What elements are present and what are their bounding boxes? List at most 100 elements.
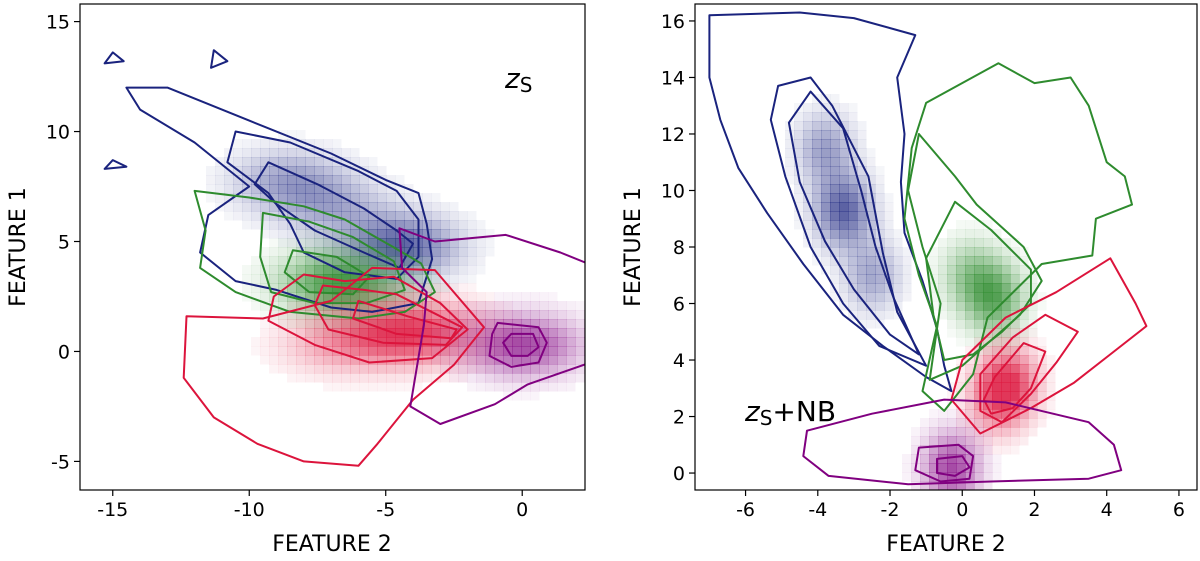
density-cell	[377, 373, 387, 383]
density-cell	[875, 292, 885, 302]
density-cell	[965, 382, 975, 392]
density-cell	[269, 175, 279, 185]
density-cell	[377, 319, 387, 329]
density-cell	[812, 121, 822, 131]
density-cell	[305, 148, 315, 158]
density-green	[242, 229, 450, 338]
density-cell	[458, 355, 468, 365]
density-cell	[929, 463, 939, 473]
density-cell	[251, 184, 261, 194]
density-cell	[440, 337, 450, 347]
density-cell	[1001, 418, 1011, 428]
contour-green-1	[259, 211, 406, 305]
density-cell	[965, 247, 975, 257]
density-cell	[821, 220, 831, 230]
density-cell	[449, 238, 459, 248]
density-cell	[938, 238, 948, 248]
density-cell	[575, 319, 585, 329]
density-cell	[830, 175, 840, 185]
density-cell	[377, 211, 387, 221]
density-cell	[884, 301, 894, 311]
density-cell	[521, 319, 531, 329]
density-cell	[803, 112, 813, 122]
density-cell	[431, 328, 441, 338]
density-cell	[386, 292, 396, 302]
density-cell	[269, 184, 279, 194]
x-tick-label: 2	[1028, 499, 1040, 521]
density-cell	[965, 310, 975, 320]
density-cell	[512, 319, 522, 329]
density-cell	[305, 211, 315, 221]
density-cell	[386, 283, 396, 293]
density-cell	[476, 247, 486, 257]
y-tick-label: 6	[673, 294, 685, 316]
x-tick-label: -4	[808, 499, 827, 521]
density-cell	[848, 121, 858, 131]
density-cell	[350, 265, 360, 275]
density-cell	[269, 139, 279, 149]
density-cell	[983, 427, 993, 437]
y-tick-label: 5	[58, 232, 70, 254]
density-cell	[431, 337, 441, 347]
density-cell	[938, 418, 948, 428]
density-cell	[377, 247, 387, 257]
density-cell	[521, 337, 531, 347]
density-cell	[431, 346, 441, 356]
density-cell	[830, 166, 840, 176]
density-cell	[305, 157, 315, 167]
density-cell	[857, 211, 867, 221]
density-cell	[875, 184, 885, 194]
contour-green-0	[903, 62, 1133, 412]
density-cell	[848, 175, 858, 185]
density-cell	[857, 121, 867, 131]
density-cell	[992, 337, 1002, 347]
density-cell	[233, 184, 243, 194]
density-cell	[350, 202, 360, 212]
density-cell	[575, 328, 585, 338]
density-cell	[296, 319, 306, 329]
contour-blue-0	[708, 11, 953, 393]
density-cell	[386, 229, 396, 239]
density-cell	[422, 301, 432, 311]
density-cell	[938, 301, 948, 311]
density-cell	[278, 157, 288, 167]
density-cell	[323, 256, 333, 266]
density-cell	[314, 157, 324, 167]
density-cell	[965, 229, 975, 239]
density-cell	[386, 292, 396, 302]
density-cell	[785, 175, 795, 185]
density-cell	[974, 220, 984, 230]
density-cell	[377, 265, 387, 275]
density-cell	[1046, 373, 1056, 383]
density-cell	[314, 139, 324, 149]
density-cell	[350, 283, 360, 293]
density-cell	[476, 292, 486, 302]
density-cell	[839, 211, 849, 221]
density-cell	[965, 301, 975, 311]
density-cell	[857, 256, 867, 266]
density-cell	[323, 229, 333, 239]
density-cell	[1010, 328, 1020, 338]
density-cell	[242, 166, 252, 176]
density-cell	[512, 319, 522, 329]
density-cell	[476, 337, 486, 347]
density-cell	[992, 247, 1002, 257]
density-cell	[422, 283, 432, 293]
density-cell	[395, 202, 405, 212]
density-cell	[1001, 256, 1011, 266]
density-cell	[1019, 256, 1029, 266]
density-cell	[287, 265, 297, 275]
density-cell	[332, 166, 342, 176]
density-cell	[566, 301, 576, 311]
density-cell	[530, 310, 540, 320]
density-cell	[350, 337, 360, 347]
density-cell	[314, 301, 324, 311]
density-cell	[287, 193, 297, 203]
density-cell	[1010, 391, 1020, 401]
density-cell	[974, 373, 984, 383]
density-cell	[323, 337, 333, 347]
density-cell	[884, 220, 894, 230]
density-cell	[404, 292, 414, 302]
density-cell	[521, 382, 531, 392]
density-cell	[305, 193, 315, 203]
